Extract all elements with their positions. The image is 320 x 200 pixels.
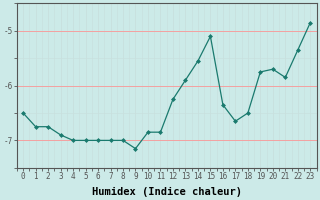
X-axis label: Humidex (Indice chaleur): Humidex (Indice chaleur) [92, 186, 242, 197]
